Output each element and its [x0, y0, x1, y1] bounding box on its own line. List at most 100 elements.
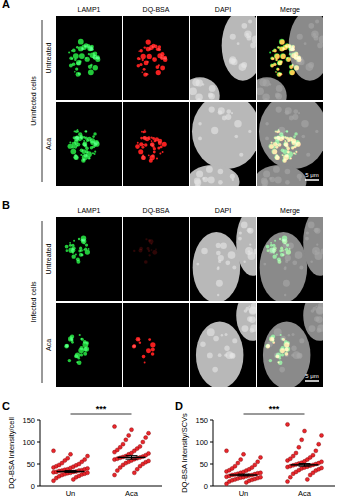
chromatin [206, 166, 213, 173]
lamp1-spot [270, 242, 272, 244]
dqbsa-spot [159, 153, 161, 155]
dqbsa-spot [148, 239, 151, 242]
chromatin [195, 94, 202, 100]
lamp1-spot [294, 65, 299, 70]
dqbsa-spot [149, 159, 153, 163]
y-tick-label: 150 [195, 416, 208, 425]
error-bar [299, 464, 311, 467]
dqbsa-spot [287, 147, 290, 150]
data-point [305, 477, 309, 481]
chromatin [232, 179, 234, 181]
chromatin [248, 305, 250, 307]
lamp1-spot [272, 149, 278, 155]
scale-bar-label: 5 μm [305, 172, 318, 178]
y-tick-label: 50 [200, 460, 208, 469]
data-point [69, 452, 73, 456]
chromatin [298, 112, 300, 114]
chromatin [208, 177, 215, 184]
chromatin [257, 87, 264, 95]
dqbsa-spot [287, 58, 289, 60]
dqbsa-spot [281, 247, 284, 250]
dqbsa-spot [136, 337, 141, 342]
dqbsa-spot [273, 249, 277, 253]
lamp1-spot [87, 157, 90, 160]
mean-line [57, 471, 85, 473]
micrograph [123, 102, 189, 186]
dqbsa-spot [278, 61, 283, 66]
lamp1-spot [277, 60, 282, 65]
lamp1-spot [90, 47, 94, 51]
chromatin [224, 345, 229, 350]
micrograph [190, 303, 256, 387]
chromatin [198, 137, 202, 141]
background [56, 217, 122, 301]
lamp1-spot [75, 353, 80, 358]
data-point [115, 469, 119, 473]
y-axis-label: DQ-BSA Intensity/SCVs [180, 413, 189, 493]
dqbsa-spot [286, 57, 291, 62]
chromatin [262, 94, 269, 100]
micrograph [123, 217, 189, 301]
nucleus [303, 217, 323, 276]
dqbsa-spot [151, 140, 153, 142]
lamp1-spot [284, 342, 290, 348]
lamp1-spot [77, 361, 81, 365]
data-point [297, 445, 301, 449]
dqbsa-spot [278, 362, 280, 364]
micrograph [56, 303, 122, 387]
lamp1-spot [281, 154, 283, 156]
lamp1-spot [85, 57, 87, 59]
data-point [144, 436, 148, 440]
chromatin [196, 171, 203, 178]
dqbsa-spot [276, 355, 280, 359]
dqbsa-spot [283, 254, 285, 256]
lamp1-spot [286, 130, 288, 132]
lamp1-spot [275, 130, 277, 132]
lamp1-spot [277, 143, 281, 147]
dqbsa-spot [133, 345, 136, 348]
chromatin [190, 87, 197, 95]
lamp1-spot [79, 247, 82, 250]
dqbsa-spot [143, 144, 145, 146]
chromatin [245, 307, 249, 311]
lamp1-spot [80, 135, 84, 139]
dqbsa-spot [271, 338, 274, 341]
dqbsa-spot [145, 131, 147, 133]
column-label: DQ-BSA [143, 6, 170, 14]
dqbsa-spot [290, 70, 295, 75]
lamp1-spot [80, 149, 84, 153]
row-label: Aca [45, 339, 52, 351]
chromatin [241, 222, 248, 229]
data-point [225, 449, 229, 453]
data-point [86, 454, 90, 458]
lamp1-spot [81, 239, 84, 242]
column-label: Merge [280, 6, 300, 14]
chromatin [225, 260, 230, 265]
dqbsa-spot [139, 142, 143, 146]
lamp1-spot [276, 353, 281, 358]
dqbsa-spot [158, 64, 160, 66]
dqbsa-spot [160, 145, 163, 148]
lamp1-spot [281, 149, 285, 153]
chromatin [230, 174, 235, 179]
lamp1-spot [81, 338, 84, 341]
lamp1-spot [65, 245, 69, 249]
lamp1-spot [284, 140, 286, 142]
chromatin [265, 122, 268, 125]
data-point [320, 466, 324, 470]
dqbsa-spot [144, 362, 146, 364]
dqbsa-spot [266, 345, 270, 349]
dqbsa-spot [152, 44, 156, 48]
lamp1-spot [65, 344, 69, 348]
lamp1-spot [272, 50, 274, 52]
y-axis [213, 420, 214, 486]
lamp1-spot [88, 53, 90, 55]
dqbsa-spot [144, 46, 146, 48]
lamp1-spot [270, 141, 272, 143]
dqbsa-spot [284, 142, 288, 146]
dqbsa-spot [153, 58, 155, 60]
chromatin [252, 36, 256, 44]
chromatin [198, 122, 201, 125]
dqbsa-spot [290, 158, 292, 160]
data-point [138, 444, 142, 448]
